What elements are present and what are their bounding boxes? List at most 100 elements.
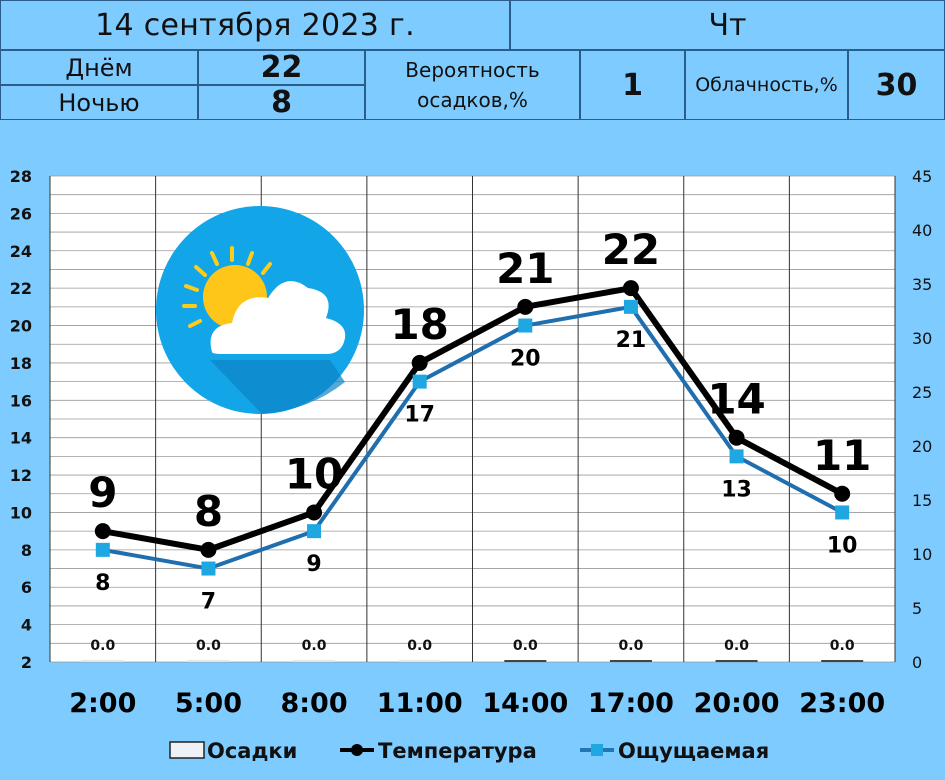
temperature-point: [622, 280, 639, 297]
temperature-label: 8: [194, 487, 223, 536]
temperature-label: 10: [285, 449, 343, 498]
temperature-point: [728, 429, 745, 446]
y-left-tick-label: 18: [10, 354, 32, 373]
y-right-tick-label: 30: [912, 329, 932, 348]
day-value: 22: [198, 50, 365, 85]
y-right-tick-label: 10: [912, 545, 932, 564]
precip-label: Вероятность осадков,%: [365, 50, 580, 120]
precip-bar: [293, 660, 336, 662]
y-left-tick-label: 28: [10, 167, 32, 186]
feels-like-line: [102, 304, 844, 571]
y-left-tick-label: 20: [10, 317, 32, 336]
precip-bars: 0.0 0.0 0.0 0.0 0.0 0.0 0.0 0.0: [81, 638, 864, 662]
precip-bar: [81, 660, 124, 662]
y-left-tick-label: 4: [21, 616, 32, 635]
feels-like-label: 20: [510, 347, 541, 372]
temperature-label: 11: [813, 431, 871, 480]
temperature-label: 18: [390, 300, 448, 349]
legend-feels-marker: [591, 744, 603, 756]
precip-value-label: 0.0: [724, 638, 749, 654]
y-left-tick-label: 12: [10, 466, 32, 485]
feels-like-point: [412, 374, 427, 389]
x-tick-label: 23:00: [799, 688, 885, 719]
y-axis-right: 0 5 10 15 20 25 30 35 40 45: [912, 167, 932, 672]
precip-value-label: 0.0: [619, 638, 644, 654]
temperature-point: [306, 504, 323, 521]
series-lines: [94, 280, 851, 576]
date-cell: 14 сентября 2023 г.: [0, 0, 510, 50]
temperature-label: 21: [496, 244, 554, 293]
day-label: Днём: [0, 50, 198, 85]
y-right-tick-label: 40: [912, 221, 932, 240]
partly-cloudy-icon: [156, 206, 364, 414]
feels-like-label: 13: [721, 477, 752, 502]
feels-like-point: [95, 542, 110, 557]
grid-lines: [49, 175, 896, 663]
precip-value-label: 0.0: [513, 638, 538, 654]
precip-bar: [821, 660, 864, 662]
temperature-label: 14: [707, 375, 765, 424]
feels-like-label: 10: [827, 533, 858, 558]
feels-like-label: 21: [616, 328, 647, 353]
precip-value-label: 0.0: [830, 638, 855, 654]
temperature-label: 22: [602, 225, 660, 274]
y-left-tick-label: 26: [10, 204, 32, 223]
y-left-tick-label: 8: [21, 541, 32, 560]
feels-like-label: 7: [201, 590, 216, 615]
feels-like-label: 8: [95, 571, 110, 596]
x-tick-label: 20:00: [694, 688, 780, 719]
legend-precip-swatch: [169, 741, 205, 759]
precip-value-label: 0.0: [407, 638, 432, 654]
feels-like-point: [729, 449, 744, 464]
cloud-value: 30: [848, 50, 945, 120]
precip-bar: [398, 660, 441, 662]
feels-like-label: 17: [404, 403, 435, 428]
y-left-tick-label: 24: [10, 242, 32, 261]
y-right-tick-label: 45: [912, 167, 932, 186]
weekday-cell: Чт: [510, 0, 945, 50]
y-left-tick-label: 22: [10, 279, 32, 298]
x-axis-labels: 2:00 5:00 8:00 11:00 14:00 17:00 20:00 23:00: [69, 688, 885, 719]
precip-label-line2: осадков,%: [417, 88, 528, 112]
night-value: 8: [198, 85, 365, 120]
temperature-point: [517, 298, 534, 315]
precip-value: 1: [580, 50, 685, 120]
y-right-tick-label: 35: [912, 275, 932, 294]
precip-bar: [715, 660, 758, 662]
temperature-point: [94, 523, 111, 540]
night-label: Ночью: [0, 85, 198, 120]
x-tick-label: 11:00: [377, 688, 463, 719]
precip-value-label: 0.0: [196, 638, 221, 654]
temperature-point: [411, 354, 428, 371]
precip-value-label: 0.0: [302, 638, 327, 654]
legend-temp-marker: [351, 744, 363, 756]
feels-like-point: [623, 299, 638, 314]
y-left-tick-label: 16: [10, 391, 32, 410]
precip-bar: [187, 660, 230, 662]
x-tick-label: 17:00: [588, 688, 674, 719]
temperature-point: [200, 541, 217, 558]
legend: Осадки Температура Ощущаемая: [169, 739, 769, 763]
data-labels: 9 8 10 18 21 22 14 11 8 7 9 17 20 21 13 10: [88, 225, 871, 614]
y-left-tick-label: 10: [10, 503, 32, 522]
legend-temp-label: Температура: [378, 739, 537, 763]
precip-bar: [504, 660, 547, 662]
feels-like-point: [307, 524, 322, 539]
x-tick-label: 8:00: [280, 688, 347, 719]
x-tick-label: 14:00: [482, 688, 568, 719]
feels-like-point: [201, 561, 216, 576]
y-right-tick-label: 0: [912, 653, 922, 672]
cloud-label: Облачность,%: [685, 50, 848, 120]
y-right-tick-label: 5: [912, 599, 922, 618]
precip-value-label: 0.0: [90, 638, 115, 654]
legend-feels-label: Ощущаемая: [618, 739, 769, 763]
feels-like-point: [518, 318, 533, 333]
y-right-tick-label: 15: [912, 491, 932, 510]
temperature-label: 9: [88, 468, 117, 517]
legend-precip-label: Осадки: [207, 739, 297, 763]
temperature-point: [834, 485, 851, 502]
header-table: 14 сентября 2023 г. Чт Днём 22 Ночью 8 В…: [0, 0, 945, 120]
feels-like-point: [835, 505, 850, 520]
